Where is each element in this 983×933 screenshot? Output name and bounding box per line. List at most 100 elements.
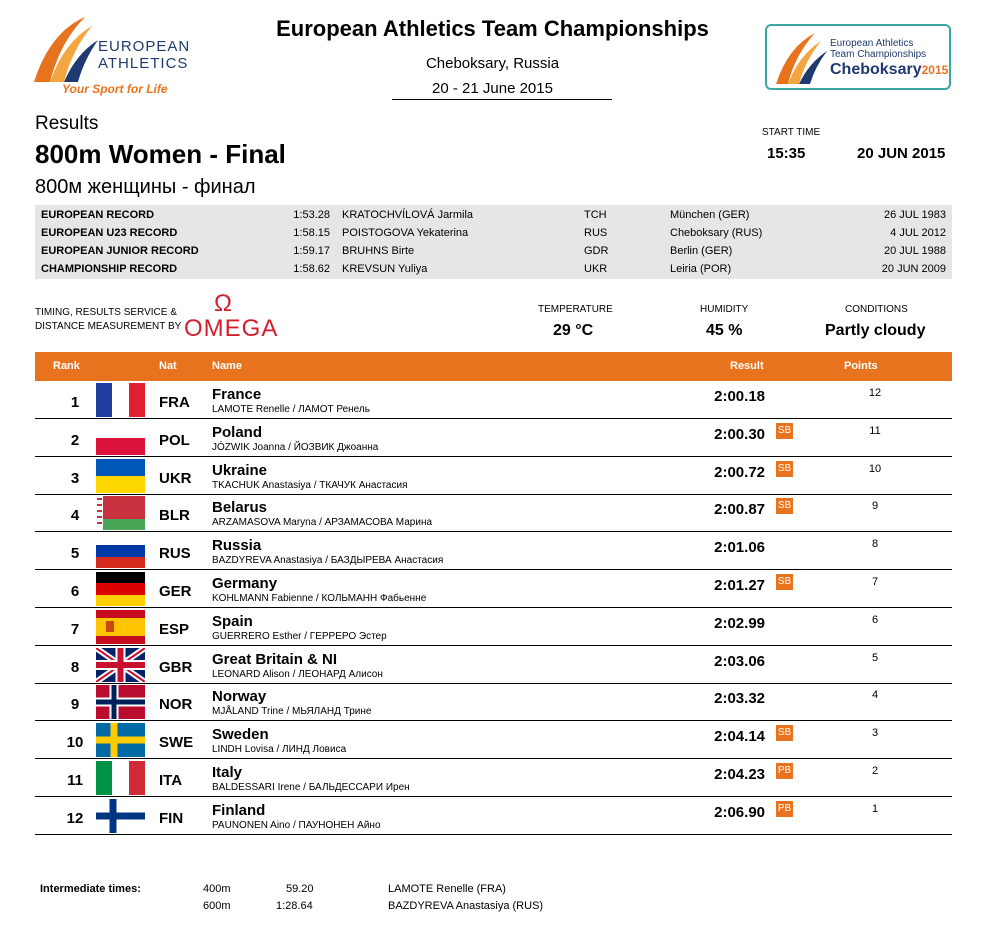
fra-flag-icon [96, 383, 145, 417]
timing-label-line1: TIMING, RESULTS SERVICE & [35, 307, 177, 318]
conditions-value: Partly cloudy [825, 322, 926, 339]
rank: 5 [70, 545, 80, 563]
record-nat: TCH [584, 209, 607, 221]
nat-code: BLR [159, 507, 190, 525]
rank: 12 [66, 809, 84, 827]
rank: 3 [70, 469, 80, 487]
record-badge: SB [776, 574, 793, 590]
start-date: 20 JUN 2015 [857, 145, 946, 162]
ita-flag-icon [96, 761, 145, 795]
record-athlete: KREVSUN Yuliya [342, 263, 428, 275]
record-name: EUROPEAN JUNIOR RECORD [41, 245, 199, 257]
record-badge: PB [776, 800, 793, 817]
result-time: 2:00.87 [714, 501, 765, 519]
table-row: 4 BLR Belarus ARZAMASOVA Maryna / АРЗАМАСОВ… [35, 494, 952, 533]
results-table-header: Rank Nat Name Result Points [35, 352, 952, 381]
record-badge: SB [776, 725, 793, 742]
rank: 2 [70, 431, 80, 449]
athlete-names: MJÅLAND Trine / МЬЯЛАНД Трине [212, 706, 372, 718]
record-place: Cheboksary (RUS) [670, 227, 763, 239]
points: 3 [871, 727, 879, 740]
athlete-names: ARZAMASOVA Maryna / АРЗАМАСОВА Марина [212, 517, 433, 529]
records-table: EUROPEAN RECORD 1:53.28 KRATOCHVÍLOVÁ Ja… [35, 205, 952, 279]
record-date: 26 JUL 1983 [884, 209, 946, 221]
split-distance: 600m [203, 900, 231, 912]
points: 4 [871, 689, 879, 702]
points: 12 [868, 387, 882, 399]
nat-code: ESP [159, 620, 190, 638]
record-row: EUROPEAN JUNIOR RECORD 1:59.17 BRUHNS Bi… [35, 242, 952, 260]
org-name-line1: EUROPEAN [98, 38, 191, 55]
result-time: 2:01.27 [714, 577, 765, 594]
header-nat: Nat [159, 360, 177, 372]
timing-label-line2: DISTANCE MEASUREMENT BY [35, 321, 182, 332]
record-name: EUROPEAN RECORD [41, 209, 155, 221]
rus-flag-icon [96, 534, 145, 569]
points: 1 [871, 802, 879, 815]
header-points: Points [844, 360, 878, 372]
blr-flag-icon [96, 496, 145, 531]
intermediate-label: Intermediate times: [40, 883, 141, 895]
result-time: 2:00.18 [714, 388, 765, 405]
country-name: Ukraine [212, 461, 268, 479]
record-time: 1:59.17 [293, 245, 330, 257]
country-name: Sweden [212, 726, 269, 744]
result-time: 2:00.30 [714, 425, 765, 443]
temperature-label: TEMPERATURE [538, 304, 613, 315]
championship-logo-text: European Athletics Team Championships [830, 38, 926, 60]
record-place: München (GER) [670, 209, 750, 221]
esp-flag-icon [96, 609, 145, 644]
result-time: 2:06.90 [714, 803, 765, 821]
event-title: 800m Women - Final [35, 139, 286, 169]
humidity-value: 45 % [706, 322, 743, 339]
omega-icon: Ω [214, 290, 232, 317]
country-name: Russia [212, 537, 262, 555]
points: 6 [871, 613, 879, 626]
rank: 6 [70, 583, 80, 600]
result-time: 2:04.23 [714, 766, 765, 783]
record-place: Berlin (GER) [670, 245, 733, 257]
table-row: 10 SWE Sweden LINDH Lovisa / ЛИНД Ловиса 2:0… [35, 721, 952, 760]
record-time: 1:58.15 [293, 227, 330, 239]
table-row: 12 FIN Finland PAUNONEN Aino / ПАУНОНЕН Айн… [35, 797, 952, 835]
record-nat: RUS [584, 227, 608, 239]
nat-code: GER [159, 583, 192, 600]
tagline: Your Sport for Life [62, 82, 168, 96]
championship-city: Cheboksary, Russia [425, 55, 560, 72]
table-row: 3 UKR Ukraine TKACHUK Anastasiya / ТКАЧУК А… [35, 457, 952, 495]
rank: 10 [66, 734, 84, 752]
country-name: Poland [212, 423, 263, 441]
result-time: 2:02.99 [714, 614, 765, 632]
points: 2 [871, 765, 879, 777]
athlete-names: PAUNONEN Aino / ПАУНОНЕН Айно [212, 819, 381, 831]
athlete-names: BAZDYREVA Anastasiya / БАЗДЫРЕВА Анастас… [212, 555, 444, 567]
record-row: CHAMPIONSHIP RECORD 1:58.62 KREVSUN Yuli… [35, 260, 952, 278]
record-athlete: POISTOGOVA Yekaterina [342, 227, 469, 239]
country-name: Belarus [212, 499, 268, 517]
country-name: Finland [212, 801, 266, 819]
org-name: EUROPEAN ATHLETICS [98, 38, 190, 72]
split-distance: 400m [203, 883, 231, 895]
event-title-russian: 800м женщины - финал [35, 176, 256, 198]
country-name: Spain [212, 612, 253, 630]
nat-code: POL [159, 431, 190, 449]
nat-code: FRA [159, 394, 190, 411]
nat-code: RUS [159, 545, 191, 563]
athlete-names: BALDESSARI Irene / БАЛЬДЕССАРИ Ирен [212, 782, 410, 793]
result-time: 2:03.32 [714, 690, 765, 708]
rank: 11 [67, 772, 83, 789]
start-time: 15:35 [767, 145, 806, 162]
rank: 7 [70, 620, 80, 638]
nor-flag-icon [96, 685, 145, 720]
temperature-value: 29 °C [553, 322, 594, 339]
champ-logo-year: 2015 [921, 63, 949, 77]
gbr-flag-icon [96, 647, 145, 682]
rank: 4 [70, 507, 80, 525]
athlete-names: LINDH Lovisa / ЛИНД Ловиса [212, 744, 347, 756]
championship-swoosh-icon [776, 33, 827, 84]
result-time: 2:04.14 [714, 728, 765, 746]
record-date: 20 JUL 1988 [884, 245, 946, 257]
record-athlete: BRUHNS Birte [342, 245, 415, 257]
points: 8 [871, 538, 879, 551]
athlete-names: LAMOTE Renelle / ЛАМОТ Ренель [212, 404, 370, 415]
